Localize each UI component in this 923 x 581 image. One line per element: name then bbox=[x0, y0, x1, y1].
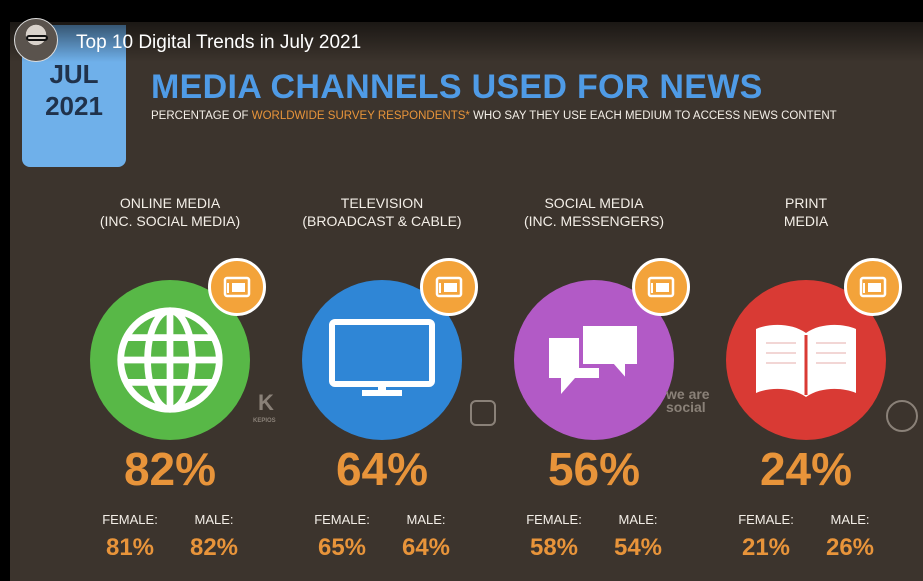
channel-label: PRINT MEDIA bbox=[783, 195, 829, 229]
date-year: 2021 bbox=[45, 91, 103, 121]
lightbulb-icon bbox=[886, 400, 918, 432]
news-badge-icon bbox=[844, 258, 902, 316]
video-top-bar: Top 10 Digital Trends in July 2021 bbox=[0, 0, 923, 62]
channel-label: ONLINE MEDIA (INC. SOCIAL MEDIA) bbox=[99, 195, 241, 229]
news-badge-icon bbox=[420, 258, 478, 316]
male-value: 82% bbox=[189, 534, 239, 561]
female-label: FEMALE: bbox=[526, 512, 582, 527]
video-title[interactable]: Top 10 Digital Trends in July 2021 bbox=[76, 32, 362, 53]
male-value: 64% bbox=[401, 534, 451, 561]
slide: JUL 2021 MEDIA CHANNELS USED FOR NEWS PE… bbox=[10, 22, 923, 581]
slide-subhead: PERCENTAGE OF WORLDWIDE SURVEY RESPONDEN… bbox=[151, 110, 837, 122]
channel-percentage: 82% bbox=[123, 443, 217, 495]
slide-headline: MEDIA CHANNELS USED FOR NEWS bbox=[151, 68, 763, 106]
kepios-logo-icon: K bbox=[258, 390, 274, 415]
globe-icon bbox=[117, 307, 223, 413]
chat-bubbles-icon bbox=[549, 322, 641, 394]
channel-percentage: 56% bbox=[547, 443, 641, 495]
open-book-icon bbox=[756, 324, 856, 397]
we-are-social-logo: we are social bbox=[666, 386, 710, 415]
kepios-logo-text: KEPIOS bbox=[253, 418, 276, 424]
male-label: MALE: bbox=[618, 512, 658, 527]
male-value: 54% bbox=[613, 534, 663, 561]
subhead-highlight: WORLDWIDE SURVEY RESPONDENTS* bbox=[251, 110, 470, 122]
television-icon bbox=[329, 319, 435, 396]
channel-avatar[interactable] bbox=[14, 18, 58, 62]
female-value: 58% bbox=[529, 534, 579, 561]
channel-label: SOCIAL MEDIA (INC. MESSENGERS) bbox=[523, 195, 664, 229]
female-label: FEMALE: bbox=[738, 512, 794, 527]
female-label: FEMALE: bbox=[314, 512, 370, 527]
channel-percentage: 24% bbox=[759, 443, 853, 495]
avatar-glasses-icon bbox=[26, 35, 48, 41]
female-value: 65% bbox=[317, 534, 367, 561]
female-value: 81% bbox=[105, 534, 155, 561]
male-label: MALE: bbox=[406, 512, 446, 527]
news-badge-icon bbox=[632, 258, 690, 316]
date-month: JUL bbox=[49, 59, 99, 89]
female-label: FEMALE: bbox=[102, 512, 158, 527]
male-label: MALE: bbox=[194, 512, 234, 527]
channel-label: TELEVISION (BROADCAST & CABLE) bbox=[302, 195, 462, 229]
hootsuite-owl-icon bbox=[470, 400, 496, 426]
channel-percentage: 64% bbox=[335, 443, 429, 495]
news-badge-icon bbox=[208, 258, 266, 316]
male-value: 26% bbox=[825, 534, 875, 561]
male-label: MALE: bbox=[830, 512, 870, 527]
female-value: 21% bbox=[741, 534, 791, 561]
